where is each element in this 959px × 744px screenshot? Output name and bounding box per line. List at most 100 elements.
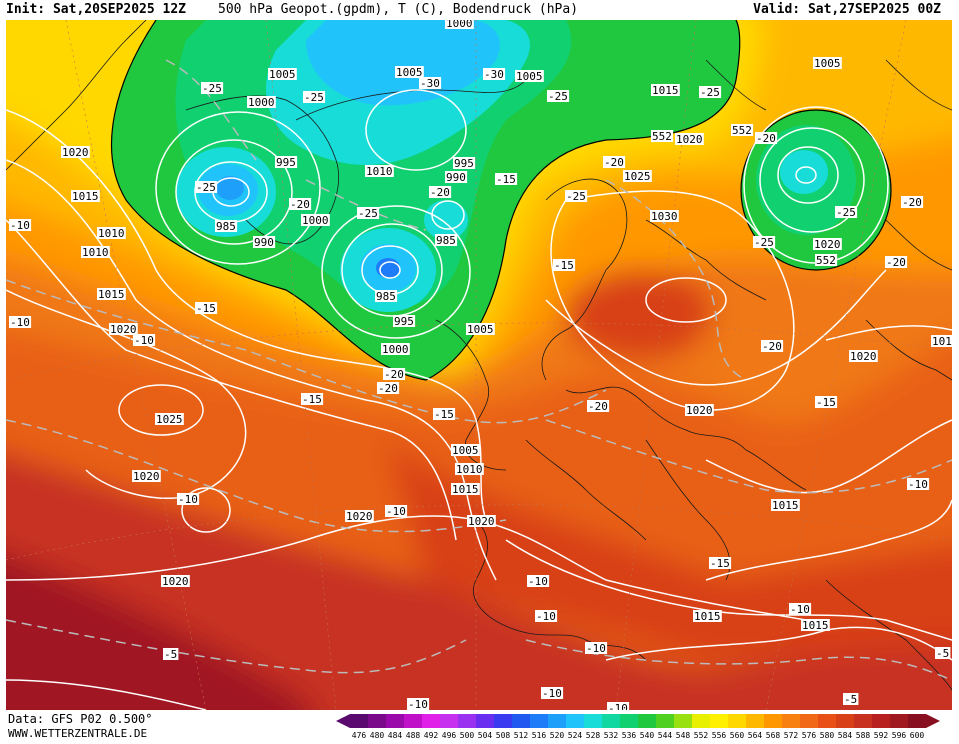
website-credit: WWW.WETTERZENTRALE.DE	[8, 727, 148, 740]
temp-label: -10	[542, 687, 562, 700]
legend-swatch	[350, 714, 368, 728]
legend-swatch	[404, 714, 422, 728]
isobar-label: 1005	[516, 70, 543, 83]
label-background	[161, 575, 190, 587]
isobar-label: 985	[216, 220, 236, 233]
label-background	[133, 334, 156, 346]
label-background	[885, 256, 908, 268]
temp-label: -10	[790, 603, 810, 616]
label-background	[515, 70, 544, 82]
label-background	[195, 181, 218, 193]
label-background	[815, 396, 838, 408]
label-background	[451, 444, 480, 456]
label-background	[731, 124, 754, 136]
legend-value-label: 500	[460, 731, 475, 740]
temp-label: -10	[608, 702, 628, 710]
label-background	[603, 156, 626, 168]
temp-label: -10	[10, 219, 30, 232]
legend-value-label: 520	[550, 731, 565, 740]
label-background	[813, 57, 842, 69]
isobar-label: 985	[436, 234, 456, 247]
legend-swatch	[368, 714, 386, 728]
isobar-label: 1015	[652, 84, 679, 97]
legend-swatch	[782, 714, 800, 728]
legend-value-label: 544	[658, 731, 673, 740]
temp-label: -10	[536, 610, 556, 623]
temp-label: -15	[302, 393, 322, 406]
label-background	[215, 220, 238, 232]
label-background	[97, 227, 126, 239]
legend-swatch	[602, 714, 620, 728]
label-background	[607, 702, 630, 710]
label-background	[433, 408, 456, 420]
label-background	[177, 493, 200, 505]
legend-value-label: 592	[874, 731, 889, 740]
label-background	[466, 323, 495, 335]
legend-value-label: 540	[640, 731, 655, 740]
isobar-label: 1010	[82, 246, 109, 259]
temp-label: -25	[566, 190, 586, 203]
temp-label: -25	[304, 91, 324, 104]
legend-value-label: 564	[748, 731, 763, 740]
isobar-label: 1020	[346, 510, 373, 523]
label-background	[585, 642, 608, 654]
legend-swatch	[512, 714, 530, 728]
legend-value-label: 528	[586, 731, 601, 740]
label-background	[651, 130, 674, 142]
legend-swatch	[800, 714, 818, 728]
isobar-label: 1005	[467, 323, 494, 336]
label-background	[357, 207, 380, 219]
label-background	[381, 343, 410, 355]
legend-value-label: 576	[802, 731, 817, 740]
temp-label: -25	[548, 90, 568, 103]
isobar-label: 1020	[162, 575, 189, 588]
legend-arrow-right	[926, 714, 940, 728]
data-source: Data: GFS P02 0.500°	[8, 712, 153, 726]
label-background	[483, 68, 506, 80]
temp-label: -10	[908, 478, 928, 491]
label-background	[455, 463, 484, 475]
label-background	[375, 290, 398, 302]
label-background	[685, 404, 714, 416]
legend-swatch	[386, 714, 404, 728]
label-background	[675, 133, 704, 145]
legend-value-label: 568	[766, 731, 781, 740]
temp-label: -20	[762, 340, 782, 353]
isobar-label: 1015	[772, 499, 799, 512]
legend-value-label: 572	[784, 731, 799, 740]
isobar-label: 1010	[98, 227, 125, 240]
legend-swatch	[692, 714, 710, 728]
temp-label: -25	[836, 206, 856, 219]
label-background	[813, 238, 842, 250]
legend-swatch	[530, 714, 548, 728]
label-background	[835, 206, 858, 218]
temp-label-group: -25 -25 -25 -20 -25 -30 -30 -25 -20 -15 …	[9, 68, 951, 710]
isobar-label: 1000	[446, 20, 473, 30]
temp-label: -10	[408, 698, 428, 710]
legend-swatch	[584, 714, 602, 728]
label-background	[345, 510, 374, 522]
temp-label: -15	[816, 396, 836, 409]
contour-label: 552	[652, 130, 672, 143]
temp-label: -15	[554, 259, 574, 272]
legend-swatch	[422, 714, 440, 728]
label-background	[429, 186, 452, 198]
label-background	[453, 157, 476, 169]
temp-label: -20	[588, 400, 608, 413]
legend-swatch	[476, 714, 494, 728]
isobar-label: 1020	[686, 404, 713, 417]
legend-value-label: 536	[622, 731, 637, 740]
temp-label: -10	[134, 334, 154, 347]
label-background	[383, 368, 406, 380]
temp-label: -20	[886, 256, 906, 269]
isobar-label: 990	[446, 171, 466, 184]
isobar-label: 1030	[651, 210, 678, 223]
temp-label: -15	[496, 173, 516, 186]
map-header: Init: Sat,20SEP2025 12Z 500 hPa Geopot.(…	[0, 0, 959, 20]
isobar-label: 1015	[694, 610, 721, 623]
temp-label: -20	[384, 368, 404, 381]
legend-swatch	[440, 714, 458, 728]
legend-value-label: 488	[406, 731, 421, 740]
label-background	[699, 86, 722, 98]
legend-value-label: 484	[388, 731, 403, 740]
